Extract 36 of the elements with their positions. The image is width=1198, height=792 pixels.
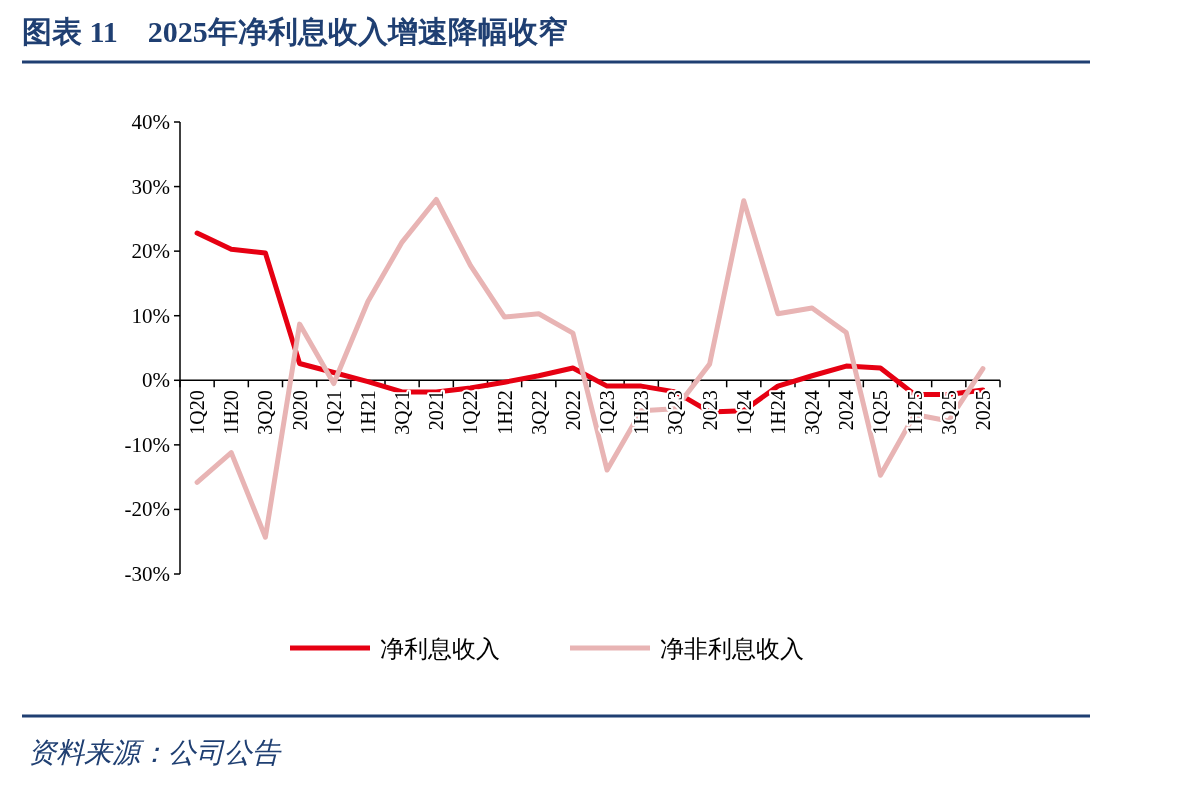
x-tick-label: 1H20	[220, 390, 243, 435]
x-tick-label: 3Q23	[664, 390, 687, 435]
y-tick-label: 20%	[131, 239, 170, 264]
text: 资料来源：公司公告	[28, 737, 282, 768]
x-tick-label: 1Q25	[869, 390, 892, 435]
x-tick-label: 1H23	[630, 390, 653, 435]
y-tick-label: 0%	[142, 368, 170, 393]
x-tick-label: 2023	[698, 390, 721, 431]
x-tick-label: 1Q20	[186, 390, 209, 435]
legend-label: 净利息收入	[380, 635, 500, 663]
y-tick-label: 30%	[131, 174, 170, 199]
x-tick-label: 1Q21	[322, 390, 345, 435]
x-tick-label: 1H22	[493, 390, 516, 435]
legend-label: 净非利息收入	[660, 635, 804, 663]
chart-title: 图表 11 2025年净利息收入增速降幅收窄	[22, 15, 568, 48]
x-tick-label: 3Q22	[527, 390, 550, 435]
y-tick-label: -30%	[124, 562, 170, 586]
x-tick-label: 3Q24	[801, 390, 824, 435]
y-tick-label: 40%	[131, 110, 170, 134]
x-tick-label: 1H25	[903, 390, 926, 435]
x-tick-label: 2025	[971, 390, 994, 431]
y-tick-label: 10%	[131, 303, 170, 328]
x-tick-label: 1Q24	[732, 390, 755, 435]
x-tick-label: 1H24	[766, 390, 789, 435]
x-tick-label: 3Q25	[937, 390, 960, 435]
x-tick-label: 3Q21	[391, 390, 414, 435]
x-tick-label: 2021	[425, 390, 448, 431]
y-tick-label: -10%	[124, 432, 170, 457]
x-tick-label: 1H21	[356, 390, 379, 435]
x-tick-label: 3Q20	[254, 390, 277, 435]
x-tick-label: 1Q22	[459, 390, 482, 435]
y-tick-label: -20%	[124, 497, 170, 522]
x-tick-label: 2022	[561, 390, 584, 431]
x-tick-label: 2024	[835, 390, 858, 431]
x-tick-label: 2020	[288, 390, 311, 431]
x-tick-label: 1Q23	[596, 390, 619, 435]
